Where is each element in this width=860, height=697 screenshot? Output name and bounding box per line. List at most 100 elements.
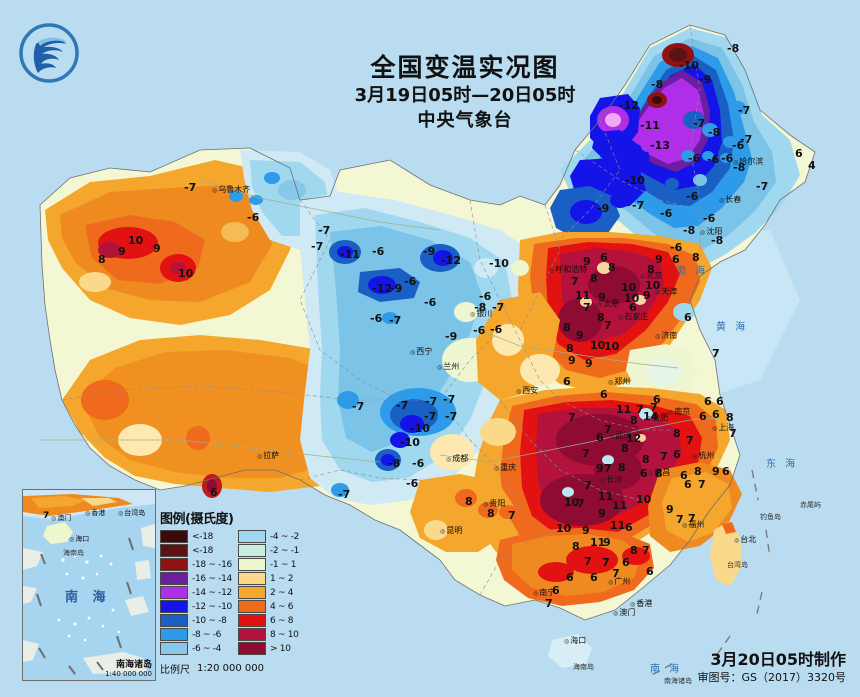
- temperature-change-value: 8: [98, 253, 106, 266]
- sea-name-label: 东 海: [766, 459, 799, 470]
- temperature-change-value: 7: [642, 544, 650, 557]
- temperature-change-value: 6: [684, 311, 692, 324]
- inset-island-label: 海南岛: [63, 549, 84, 557]
- temperature-change-value: 9: [585, 357, 593, 370]
- legend-row: 6 ~ 8: [237, 614, 299, 627]
- city-label: 广州: [608, 578, 630, 586]
- temperature-change-value: 6: [590, 571, 598, 584]
- temperature-change-value: 4: [808, 159, 816, 172]
- legend-row: -6 ~ -4: [160, 642, 232, 655]
- temperature-change-value: 8: [563, 321, 571, 334]
- temperature-change-value: 7: [568, 411, 576, 424]
- legend-row: 4 ~ 6: [237, 600, 299, 613]
- temperature-change-value: -8: [708, 126, 721, 139]
- temperature-change-value: -7: [738, 104, 751, 117]
- legend-label: <-18: [192, 531, 214, 542]
- legend-row: -4 ~ -2: [237, 530, 300, 543]
- scale-bar: 比例尺 1:20 000 000: [160, 661, 310, 676]
- temperature-change-value: -6: [406, 477, 419, 490]
- temperature-change-value: -11: [640, 119, 660, 132]
- temperature-change-value: -10: [489, 257, 509, 270]
- temperature-change-value: -9: [390, 282, 403, 295]
- legend-title: 图例(摄氏度): [160, 512, 234, 527]
- temperature-change-value: 9: [582, 524, 590, 537]
- temperature-change-value: -6: [732, 139, 745, 152]
- temperature-change-value: 9: [603, 536, 611, 549]
- legend-label: -18 ~ -16: [192, 559, 232, 570]
- temperature-change-value: -7: [492, 301, 505, 314]
- temperature-change-value: -9: [699, 73, 712, 86]
- temperature-change-value: -6: [412, 457, 425, 470]
- city-label: 南宁: [533, 589, 555, 597]
- legend-swatch: [237, 642, 266, 655]
- temperature-change-value: -7: [424, 410, 437, 423]
- temperature-change-value: 10: [621, 281, 637, 294]
- legend-swatch: [160, 600, 188, 613]
- legend-label: -4 ~ -2: [269, 531, 300, 542]
- temperature-change-value: 11: [612, 499, 628, 512]
- legend-row: -1 ~ 1: [237, 558, 299, 571]
- temperature-change-value: 7: [686, 434, 694, 447]
- temperature-change-value: 6: [646, 565, 654, 578]
- inset-city-label: 香港: [85, 510, 105, 517]
- island-label: 钓鱼岛: [760, 513, 781, 521]
- legend-row: -10 ~ -8: [160, 614, 232, 627]
- city-label: 武汉: [609, 432, 631, 440]
- city-label: 贵阳: [483, 500, 505, 508]
- inset-sea-name: 南 海: [65, 590, 111, 605]
- temperature-change-value: 7: [582, 447, 590, 460]
- temperature-change-value: 10: [604, 340, 620, 353]
- temperature-change-value: -9: [423, 245, 436, 258]
- legend-row: 8 ~ 10: [237, 628, 299, 641]
- temperature-change-value: -7: [425, 395, 438, 408]
- temperature-change-value: -9: [445, 330, 458, 343]
- city-label: 西宁: [410, 348, 432, 356]
- temperature-change-value: 6: [600, 251, 608, 264]
- legend-swatch: [160, 586, 188, 599]
- temperature-change-value: 8: [630, 414, 638, 427]
- legend-row: -12 ~ -10: [160, 600, 232, 613]
- temperature-change-value: 7: [604, 319, 612, 332]
- legend-label: -6 ~ -4: [192, 643, 222, 654]
- temperature-change-value: 9: [118, 245, 126, 258]
- temperature-change-value: 8: [694, 465, 702, 478]
- inset-title: 南海诸岛: [115, 659, 152, 670]
- temperature-change-value: 9: [568, 354, 576, 367]
- legend-swatch: [237, 614, 266, 627]
- temperature-change-value: -8: [683, 224, 696, 237]
- legend-label: -12 ~ -10: [192, 601, 232, 612]
- temperature-change-value: -6: [688, 152, 701, 165]
- legend-row: <-18: [160, 544, 232, 557]
- temperature-change-value: 7: [571, 275, 579, 288]
- city-label: 哈尔滨: [733, 158, 763, 166]
- temperature-change-value: 6: [566, 571, 574, 584]
- temperature-change-value: 8: [692, 251, 700, 264]
- temperature-change-value: 7: [688, 512, 696, 525]
- city-label: 上海: [712, 424, 734, 432]
- temperature-change-value: 7: [729, 427, 737, 440]
- temperature-change-value: -8: [733, 161, 746, 174]
- temperature-change-value: -7: [632, 199, 645, 212]
- temperature-change-value: 10: [556, 522, 572, 535]
- temperature-change-value: -12: [372, 282, 392, 295]
- temperature-change-value: -6: [490, 323, 503, 336]
- made-time: 3月20日05时制作: [710, 649, 846, 669]
- temperature-change-value: 6: [640, 467, 648, 480]
- legend-row: -14 ~ -12: [160, 586, 232, 599]
- legend-column-left: <-18 <-18 -18 ~ -16 -16 ~ -14 -14 ~ -12 -12 ~…: [160, 530, 232, 655]
- temperature-change-value: 6: [673, 448, 681, 461]
- temperature-change-value: -7: [389, 314, 402, 327]
- temperature-change-value: -7: [693, 117, 706, 130]
- temperature-change-value: -7: [740, 133, 753, 146]
- temperature-change-value: 11: [590, 536, 606, 549]
- temperature-change-value: 6: [716, 395, 724, 408]
- legend-swatch: [237, 600, 266, 613]
- temperature-change-value: 9: [598, 291, 606, 304]
- temperature-change-value: -8: [711, 234, 724, 247]
- legend-label: > 10: [269, 643, 291, 654]
- temperature-change-value: 7: [636, 403, 644, 416]
- temperature-change-value: 6: [795, 147, 803, 160]
- island-label: 台湾岛: [727, 561, 748, 569]
- temperature-change-value: 6: [625, 521, 633, 534]
- temperature-change-value: -7: [311, 240, 324, 253]
